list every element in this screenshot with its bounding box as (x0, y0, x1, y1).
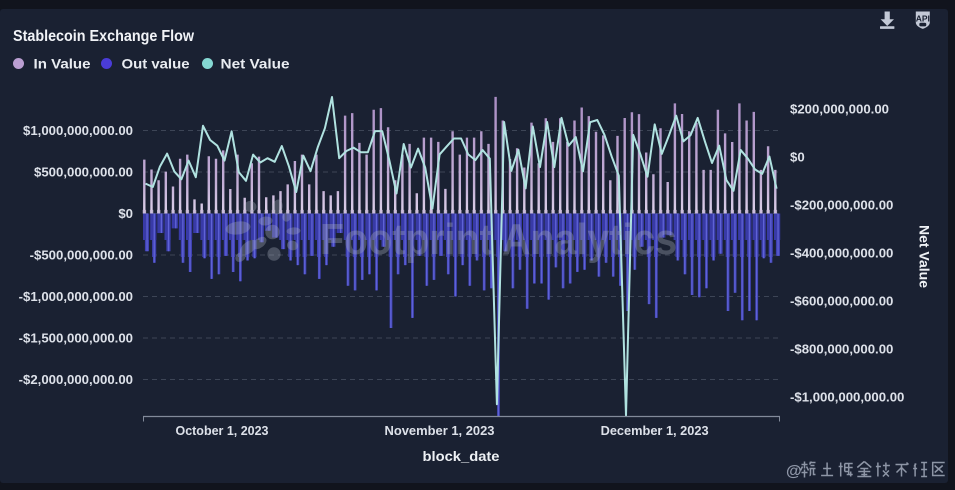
svg-text:$200,000,000.00: $200,000,000.00 (790, 102, 889, 117)
svg-text:October 1, 2023: October 1, 2023 (176, 423, 269, 438)
svg-text:December 1, 2023: December 1, 2023 (601, 423, 709, 438)
svg-text:Footprint Analytics: Footprint Analytics (320, 215, 677, 264)
svg-text:-$2,000,000,000.00: -$2,000,000,000.00 (19, 372, 133, 387)
svg-text:Net Value: Net Value (917, 225, 933, 288)
svg-text:$0: $0 (118, 206, 133, 221)
svg-text:-$400,000,000.00: -$400,000,000.00 (790, 246, 893, 261)
svg-text:-$600,000,000.00: -$600,000,000.00 (790, 294, 893, 309)
svg-text:-$500,000,000.00: -$500,000,000.00 (30, 248, 133, 263)
svg-text:block_date: block_date (423, 448, 500, 464)
svg-text:-$1,000,000,000.00: -$1,000,000,000.00 (790, 390, 904, 405)
svg-text:Stablecoin Exchange Flow: Stablecoin Exchange Flow (13, 28, 195, 45)
svg-text:-$1,000,000,000.00: -$1,000,000,000.00 (19, 289, 133, 304)
svg-text:@: @ (786, 463, 802, 480)
svg-text:$500,000,000.00: $500,000,000.00 (34, 165, 133, 180)
svg-text:$0: $0 (790, 150, 805, 165)
svg-text:In Value: In Value (34, 56, 91, 72)
svg-text:-$1,500,000,000.00: -$1,500,000,000.00 (19, 331, 133, 346)
svg-text:$1,000,000,000.00: $1,000,000,000.00 (23, 123, 133, 138)
svg-text:-$200,000,000.00: -$200,000,000.00 (790, 198, 893, 213)
svg-text:Out value: Out value (122, 56, 190, 72)
svg-text:November 1, 2023: November 1, 2023 (385, 423, 495, 438)
svg-text:-$800,000,000.00: -$800,000,000.00 (790, 342, 893, 357)
svg-text:Net Value: Net Value (221, 56, 290, 72)
svg-text:API: API (916, 13, 930, 23)
